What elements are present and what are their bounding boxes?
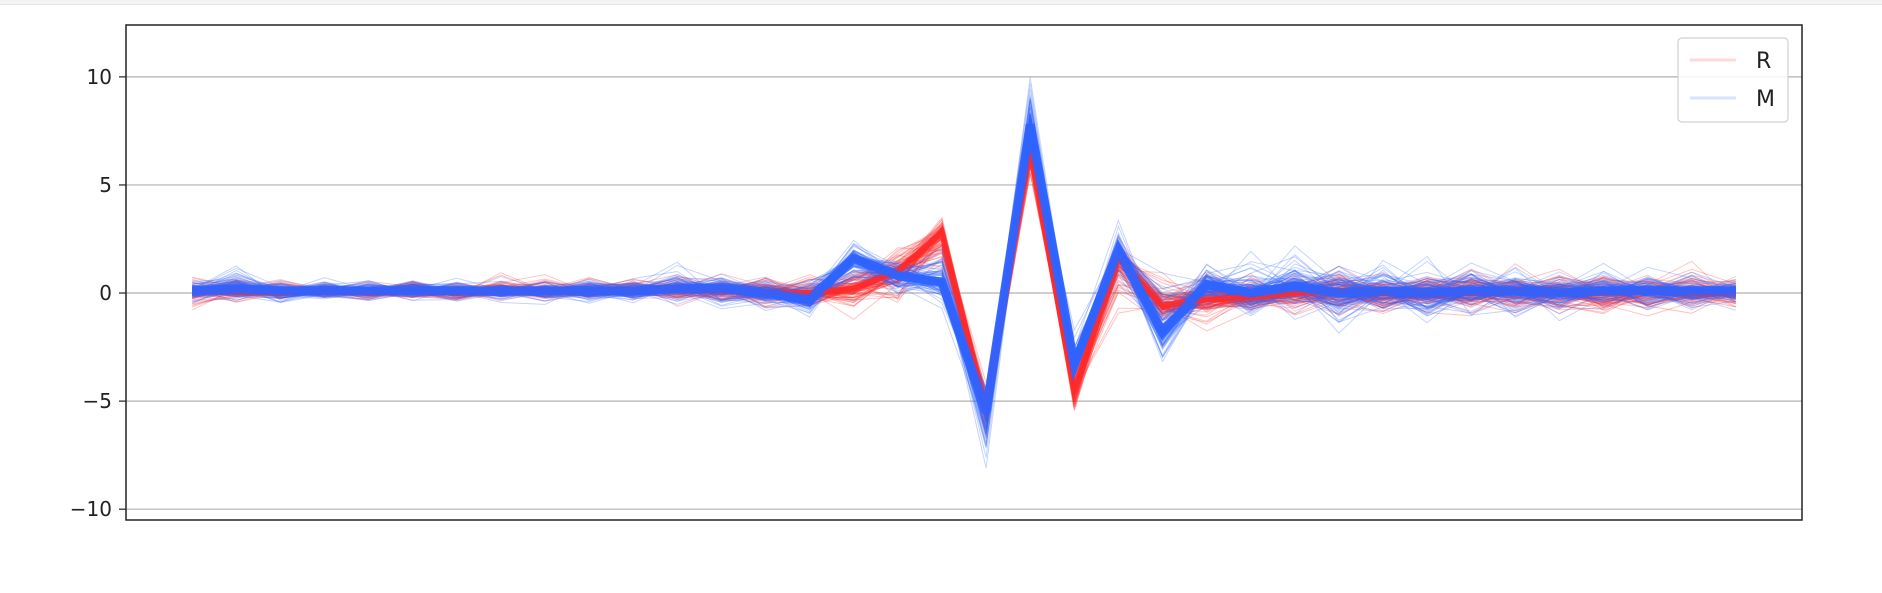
series-line-M [192,123,1736,418]
legend-label: M [1756,87,1775,112]
legend-label: R [1756,49,1771,74]
series-line-M [192,128,1736,411]
y-tick-label: 0 [99,281,112,305]
series-line-R [192,140,1736,416]
y-tick-label: 5 [99,173,112,197]
series-line-M [192,129,1736,411]
series-line-M [192,129,1736,413]
series-line-M [192,114,1736,422]
series-line-M [192,113,1736,429]
legend-box [1677,37,1789,123]
series-line-M [192,124,1736,418]
y-tick-label: −10 [70,497,112,521]
legend: RM [1677,37,1789,123]
series-lines [191,77,1737,469]
series-line-M [192,103,1736,428]
grid-lines [126,76,1802,510]
series-core-M [191,123,1736,414]
y-tick-label: −5 [83,389,112,413]
series-line-M [192,105,1736,428]
y-tick-label: 10 [87,65,112,89]
series-line-R [192,146,1736,414]
series-line-M [192,124,1736,412]
notebook-top-bar [0,0,1882,5]
axes-frame [125,24,1803,521]
y-axis: 10 5 0 −5 −10 [70,65,126,521]
series-line-M [192,130,1736,411]
